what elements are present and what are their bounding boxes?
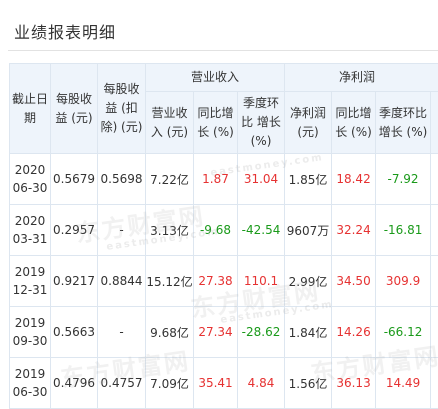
header-profit: 净利润 (元)	[285, 92, 332, 154]
cell-revenue: 15.12亿	[146, 256, 194, 307]
date-month-day: 06-30	[10, 179, 50, 197]
header-revenue-qoq: 季度环比 增长 (%)	[238, 92, 285, 154]
header-profit-group: 净利润	[285, 64, 438, 92]
date-month-day: 09-30	[10, 332, 50, 350]
cell-overflow	[431, 154, 438, 205]
date-year: 2019	[10, 263, 50, 281]
cell-eps-deducted: 0.8844	[98, 256, 146, 307]
cell-eps-deducted: 0.5698	[98, 154, 146, 205]
date-month-day: 12-31	[10, 281, 50, 299]
header-profit-yoy: 同比增长 (%)	[332, 92, 376, 154]
cell-revenue-yoy: 27.38	[194, 256, 238, 307]
page-title: 业绩报表明细	[14, 19, 116, 43]
header-revenue-yoy: 同比增长 (%)	[194, 92, 238, 154]
cell-profit: 1.85亿	[285, 154, 332, 205]
header-revenue: 营业收入 (元)	[146, 92, 194, 154]
cell-revenue-qoq: -42.54	[238, 205, 285, 256]
cell-revenue-qoq: -28.62	[238, 307, 285, 358]
cell-revenue-qoq: 4.84	[238, 358, 285, 409]
cell-profit: 2.99亿	[285, 256, 332, 307]
header-date: 截止日期	[10, 64, 51, 154]
cell-overflow	[431, 205, 438, 256]
cell-profit-yoy: 32.24	[332, 205, 376, 256]
cell-profit-yoy: 34.50	[332, 256, 376, 307]
header-eps: 每股收益 (元)	[51, 64, 98, 154]
cell-eps-deducted: -	[98, 205, 146, 256]
cell-eps: 0.5679	[51, 154, 98, 205]
cell-profit-yoy: 36.13	[332, 358, 376, 409]
date-year: 2020	[10, 161, 50, 179]
cell-eps: 0.4796	[51, 358, 98, 409]
cell-revenue: 7.09亿	[146, 358, 194, 409]
cell-revenue: 3.13亿	[146, 205, 194, 256]
cell-profit-qoq: 14.49	[376, 358, 431, 409]
cell-revenue-yoy: 1.87	[194, 154, 238, 205]
cell-overflow	[431, 358, 438, 409]
cell-overflow	[431, 307, 438, 358]
cell-eps: 0.2957	[51, 205, 98, 256]
date-year: 2019	[10, 314, 50, 332]
cell-eps: 0.9217	[51, 256, 98, 307]
cell-profit: 9607万	[285, 205, 332, 256]
cell-revenue-qoq: 110.1	[238, 256, 285, 307]
date-month-day: 03-31	[10, 230, 50, 248]
cell-profit-yoy: 18.42	[332, 154, 376, 205]
cell-revenue-yoy: -9.68	[194, 205, 238, 256]
cell-revenue-yoy: 35.41	[194, 358, 238, 409]
cell-profit-qoq: -66.12	[376, 307, 431, 358]
date-year: 2020	[10, 212, 50, 230]
cell-revenue: 7.22亿	[146, 154, 194, 205]
header-eps-deducted: 每股收益 (扣除) (元)	[98, 64, 146, 154]
cell-revenue-qoq: 31.04	[238, 154, 285, 205]
cell-profit-qoq: -16.81	[376, 205, 431, 256]
performance-table: 截止日期 每股收益 (元) 每股收益 (扣除) (元) 营业收入 净利润 营业收…	[9, 63, 438, 409]
header-profit-qoq: 季度环比 增长 (%)	[376, 92, 431, 154]
cell-eps: 0.5663	[51, 307, 98, 358]
cell-profit-qoq: 309.9	[376, 256, 431, 307]
cell-profit-qoq: -7.92	[376, 154, 431, 205]
cell-overflow	[431, 256, 438, 307]
cell-eps-deducted: 0.4757	[98, 358, 146, 409]
header-row-group: 截止日期 每股收益 (元) 每股收益 (扣除) (元) 营业收入 净利润	[10, 64, 438, 92]
cell-revenue: 9.68亿	[146, 307, 194, 358]
date-year: 2019	[10, 365, 50, 383]
cell-eps-deducted: -	[98, 307, 146, 358]
header-revenue-group: 营业收入	[146, 64, 285, 92]
title-divider	[8, 50, 438, 51]
cell-profit: 1.84亿	[285, 307, 332, 358]
section-header: 业绩报表明细	[0, 0, 438, 52]
cell-revenue-yoy: 27.34	[194, 307, 238, 358]
cell-profit-yoy: 14.26	[332, 307, 376, 358]
cell-profit: 1.56亿	[285, 358, 332, 409]
header-overflow-cell	[431, 92, 438, 154]
date-month-day: 06-30	[10, 383, 50, 401]
